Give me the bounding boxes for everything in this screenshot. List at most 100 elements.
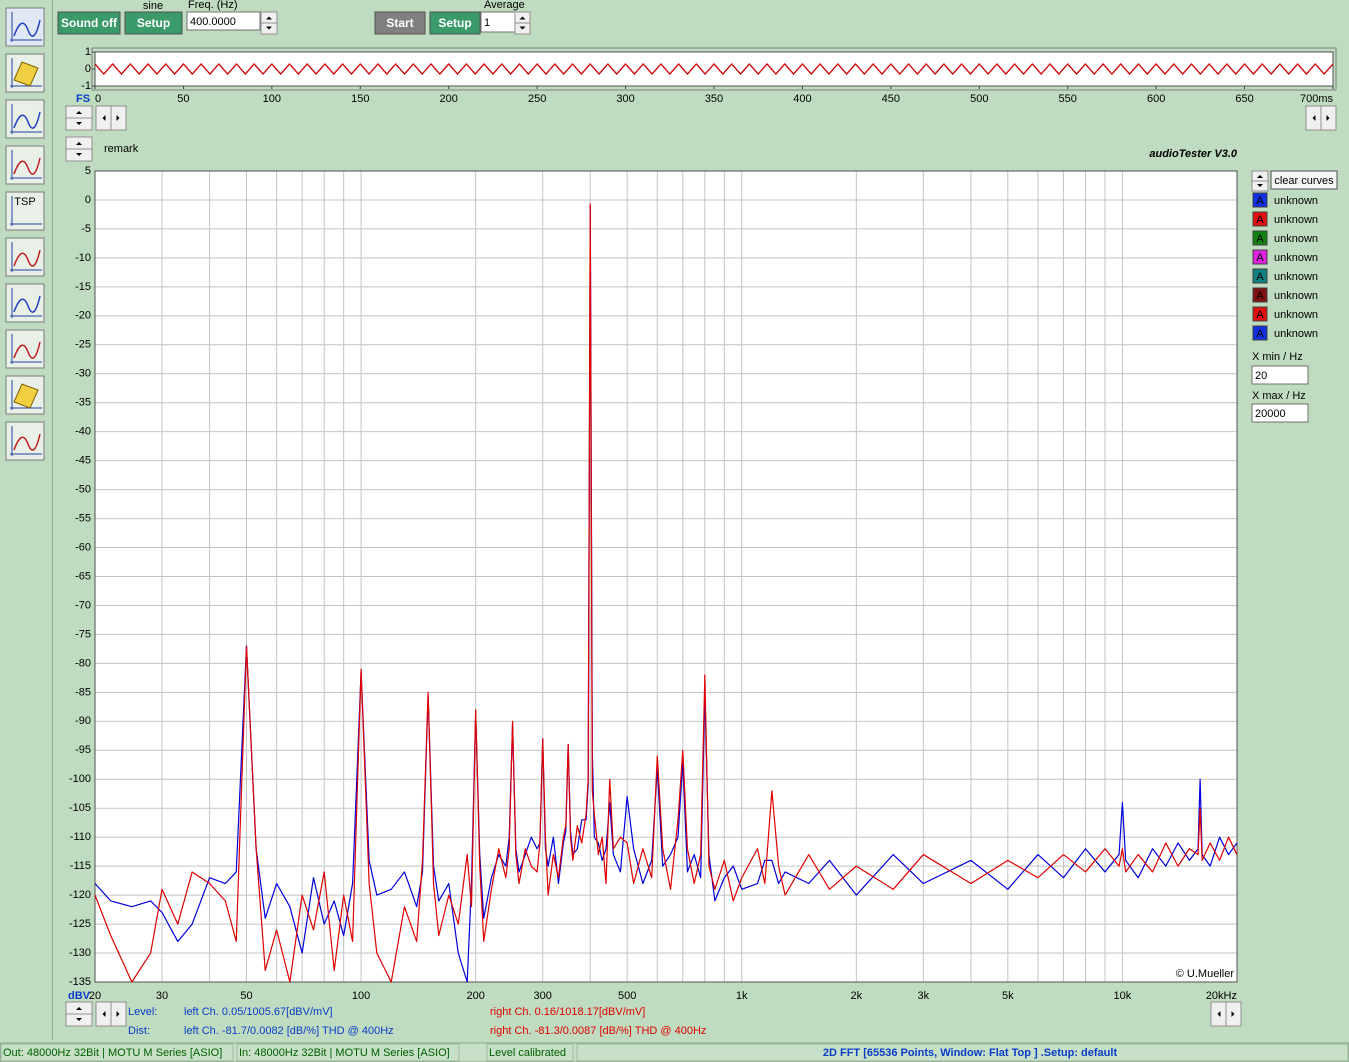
y-tick-label: -70 [75,599,91,611]
spinner[interactable] [65,1001,93,1027]
x-tick-label: 50 [177,93,189,105]
tool-icon[interactable]: TSP [5,191,45,231]
y-tick-label: -60 [75,541,91,553]
average-input[interactable]: 1 [480,11,516,33]
spinner[interactable] [1251,170,1269,192]
curve-label: unknown [1274,328,1318,340]
y-tick-label: -90 [75,715,91,727]
spinner[interactable] [65,136,93,162]
curve-label: unknown [1274,252,1318,264]
x-tick-label: 2k [851,990,863,1002]
y-tick-label: -40 [75,426,91,438]
average-input-value: 1 [484,17,490,29]
spinner[interactable] [65,105,93,131]
curve-icon-letter: A [1256,214,1264,226]
sound-button[interactable]: Sound off [57,11,121,35]
x-min-label: X min / Hz [1252,351,1303,363]
plot-border [94,51,1334,87]
y-tick-label: -110 [70,831,91,843]
y-tick-label: -15 [75,281,91,293]
icon-drawing [13,295,41,313]
icon-drawing [13,157,41,175]
freq-input[interactable]: 400.0000 [186,11,261,31]
curve-color-box [1252,287,1268,303]
scroll-arrows[interactable] [95,1001,127,1027]
tool-icon[interactable] [5,329,45,369]
arrow-right [1231,1011,1235,1017]
start-button[interactable]: Start [374,11,426,35]
x-tick-label: 600 [1147,93,1165,105]
status-cell [0,1043,234,1062]
y-tick-label: -1 [81,80,91,92]
spinner-up [76,142,82,145]
average-label: Average [484,0,525,11]
x-tick-label: 100 [263,93,281,105]
curve-icon-letter: A [1256,271,1264,283]
spinner[interactable] [514,11,531,35]
clear-curves-button-label: clear curves [1274,175,1334,187]
y-tick-label: -35 [75,397,91,409]
arrow-left [1217,1011,1221,1017]
arrow-left [102,1011,106,1017]
scroll-arrows[interactable] [1210,1001,1242,1027]
curve-color-box [1252,306,1268,322]
tool-icon[interactable] [5,53,45,93]
level-left: left Ch. 0.05/1005.67[dBV/mV] [184,1006,333,1018]
level-right: right Ch. 0.16/1018.17[dBV/mV] [490,1006,645,1018]
scroll-arrows[interactable] [1305,105,1337,131]
x-min-input[interactable]: 20 [1251,365,1309,385]
level-label: Level: [128,1006,157,1018]
status-cell [236,1043,460,1062]
y-tick-label: 5 [85,165,91,177]
tool-icon[interactable] [5,145,45,185]
x-max-input[interactable]: 20000 [1251,403,1309,423]
x-tick-label: 500 [618,990,636,1002]
spinner-down [266,26,272,30]
y-tick-label: 1 [85,46,91,58]
tool-icon[interactable] [5,375,45,415]
tool-icon[interactable] [5,421,45,461]
y-tick-label: -95 [75,744,91,756]
curve-icon-letter: A [1256,309,1264,321]
curve-color-box [1252,230,1268,246]
analyzer-setup-button[interactable]: Setup [429,11,481,35]
copyright: © U.Mueller [1176,968,1235,980]
icon-drawing [13,111,41,129]
tool-icon[interactable] [5,7,45,47]
spinner-down [76,122,82,125]
signal-setup-button[interactable]: Setup [124,11,183,35]
status-text: 2D FFT [65536 Points, Window: Flat Top ]… [823,1047,1118,1059]
clear-curves-button[interactable]: clear curves [1270,170,1338,190]
x-tick-label: 30 [156,990,168,1002]
tool-icon[interactable] [5,237,45,277]
y-tick-label: -120 [69,889,91,901]
signal-setup-button-label: Setup [137,16,170,30]
x-tick-label: 5k [1002,990,1014,1002]
spinner-up [1257,175,1263,178]
curve-label: unknown [1274,195,1318,207]
y-axis-label: dBV [68,990,91,1002]
curve-icon-letter: A [1256,252,1264,264]
spinner[interactable] [260,11,278,35]
x-tick-label: 450 [882,93,900,105]
icon-drawing [13,341,41,359]
dist-label: Dist: [128,1025,150,1037]
x-tick-label: 500 [970,93,988,105]
x-max-input-box [1251,403,1309,423]
tool-icon[interactable] [5,99,45,139]
x-max-input-value: 20000 [1255,408,1286,420]
status-cell [576,1043,1349,1062]
scroll-arrows[interactable] [95,105,127,131]
tool-icon[interactable] [5,283,45,323]
status-text: Out: 48000Hz 32Bit | MOTU M Series [ASIO… [3,1047,222,1059]
x-tick-label: 20 [89,990,101,1002]
y-tick-label: -130 [69,947,91,959]
